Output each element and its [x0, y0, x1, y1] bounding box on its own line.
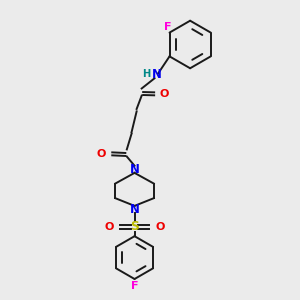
Text: O: O [156, 222, 165, 232]
Text: F: F [131, 280, 138, 290]
Text: N: N [130, 163, 140, 176]
Text: F: F [164, 22, 172, 32]
Text: N: N [152, 68, 161, 81]
Text: O: O [160, 88, 169, 98]
Text: H: H [142, 69, 150, 79]
Text: O: O [97, 148, 106, 159]
Text: N: N [130, 203, 140, 216]
Text: O: O [104, 222, 113, 232]
Text: S: S [130, 220, 139, 233]
